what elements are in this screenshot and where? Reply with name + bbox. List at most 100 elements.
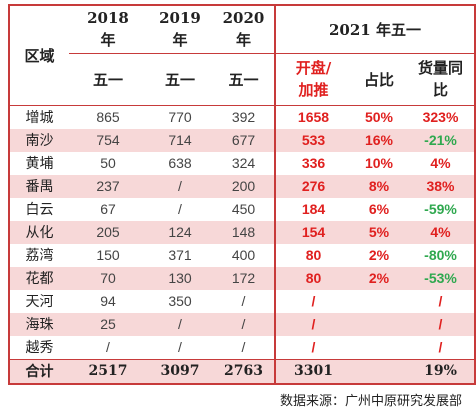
value-2020-cell: 392 — [231, 109, 256, 125]
value-2020-cell: 324 — [231, 155, 256, 171]
total-share — [351, 359, 407, 384]
yoy-cell: 4% — [430, 155, 451, 171]
value-2021-cell: 80 — [274, 243, 351, 267]
value-2018-cell: 70 — [69, 266, 147, 290]
table-body: 增城 865 770 392 1658 50% 323% 南沙 754 714 677 533 16% -… — [9, 105, 475, 359]
table-row: 海珠 25// / / — [9, 312, 475, 336]
yoy-cell: -53% — [407, 266, 475, 290]
table-row: 黄埔 50 638 324 336 10% 4% — [9, 151, 475, 175]
value-2021-cell: / — [274, 289, 351, 313]
yoy-cell: 4% — [407, 220, 475, 244]
value-2020-cell: 450 — [231, 201, 256, 217]
value-2018-cell: 205 — [69, 220, 147, 244]
share-cell — [351, 336, 407, 360]
value-2020-cell: / — [241, 293, 246, 309]
header-share: 占比 — [363, 70, 394, 89]
share-cell: 8% — [351, 174, 407, 198]
value-2019-cell: / — [147, 312, 213, 336]
value-2019-cell: / — [147, 174, 213, 198]
total-2020: 2763 — [213, 359, 275, 384]
table-row: 天河 94 350 / / / — [9, 289, 475, 313]
region-cell: 番禺 — [9, 174, 69, 198]
value-2020-cell: 172 — [213, 266, 275, 290]
header-year-2018: 2018 年 — [69, 5, 147, 54]
total-row: 合计 2517 3097 2763 3301 19% — [9, 359, 475, 384]
region-cell: 从化 — [9, 220, 69, 244]
value-2021-cell: 80 — [274, 266, 351, 290]
header-2019-holiday: 五一 — [164, 70, 195, 89]
value-2019-cell: 371 — [168, 247, 192, 263]
value-2018-cell: 25 — [69, 312, 147, 336]
value-2018-cell: 94 — [100, 293, 116, 309]
value-2018-cell: 754 — [69, 128, 147, 152]
table-row: 增城 865 770 392 1658 50% 323% — [9, 105, 475, 129]
value-2019-cell: / — [178, 201, 182, 217]
region-cell: 越秀 — [25, 340, 54, 356]
header-yoy: 货量同 比 — [407, 53, 475, 105]
value-2020-cell: 400 — [231, 247, 256, 263]
value-2019-cell: 350 — [168, 293, 192, 309]
table-row: 从化 205 124 148 154 5% 4% — [9, 220, 475, 244]
value-2021-cell: 336 — [274, 151, 351, 175]
total-2021: 3301 — [274, 359, 351, 384]
header-2018-holiday: 五一 — [92, 70, 123, 89]
year-2019-unit: 年 — [172, 31, 188, 50]
yoy-cell: -59% — [424, 201, 457, 217]
yoy-cell: / — [438, 339, 443, 355]
header-yoy-line1: 货量同 — [417, 59, 463, 77]
share-cell: 50% — [364, 109, 394, 125]
value-2019-cell: 770 — [168, 109, 192, 125]
value-2020-cell: / — [241, 339, 246, 355]
region-cell: 天河 — [25, 294, 54, 310]
value-2021-cell: 154 — [274, 220, 351, 244]
value-2019-cell: 124 — [147, 220, 213, 244]
share-cell: 16% — [351, 128, 407, 152]
total-2018: 2517 — [69, 359, 147, 384]
header-launch-line2: 加推 — [298, 81, 329, 99]
header-yoy-line2: 比 — [432, 81, 448, 99]
share-cell: 2% — [351, 266, 407, 290]
value-2018-cell: / — [106, 339, 110, 355]
year-2020-unit: 年 — [235, 31, 251, 50]
table-row: 白云 67 / 450 184 6% -59% — [9, 197, 475, 221]
header-year-2019: 2019 年 — [147, 5, 213, 54]
year-2020-label: 2020 — [222, 9, 265, 28]
table-row: 花都 70 130 172 80 2% -53% — [9, 266, 475, 290]
value-2019-cell: 714 — [147, 128, 213, 152]
region-cell: 黄埔 — [25, 156, 54, 172]
year-2018-label: 2018 — [87, 9, 129, 28]
year-2018-unit: 年 — [100, 31, 116, 50]
header-2021-group: 2021 年五一 — [274, 5, 475, 54]
share-cell: 6% — [368, 201, 390, 217]
value-2018-cell: 50 — [100, 155, 116, 171]
value-2018-cell: 150 — [96, 247, 120, 263]
share-cell: 5% — [351, 220, 407, 244]
value-2020-cell: / — [213, 312, 275, 336]
year-2019-label: 2019 — [159, 9, 201, 28]
yoy-cell: 38% — [407, 174, 475, 198]
sales-table: 区域 2018 年 2019 年 2020 年 2021 年五一 五一 五一 五… — [8, 4, 476, 385]
value-2018-cell: 865 — [96, 109, 120, 125]
table-row: 番禺 237/200 276 8% 38% — [9, 174, 475, 198]
yoy-cell: / — [407, 312, 475, 336]
yoy-cell: / — [438, 293, 443, 309]
value-2019-cell: 130 — [147, 266, 213, 290]
total-label: 合计 — [9, 359, 69, 384]
share-cell: 10% — [364, 155, 394, 171]
table-row: 南沙 754 714 677 533 16% -21% — [9, 128, 475, 152]
yoy-cell: 323% — [422, 109, 459, 125]
header-region: 区域 — [9, 5, 69, 106]
table-row: 荔湾 150 371 400 80 2% -80% — [9, 243, 475, 267]
value-2021-cell: 533 — [274, 128, 351, 152]
region-cell: 花都 — [9, 266, 69, 290]
total-2019: 3097 — [147, 359, 213, 384]
total-yoy: 19% — [407, 359, 475, 384]
value-2021-cell: 184 — [274, 197, 351, 221]
data-source-note: 数据来源：广州中原研究发展部 — [279, 394, 462, 409]
value-2020-cell: 200 — [213, 174, 275, 198]
value-2021-cell: 276 — [274, 174, 351, 198]
region-cell: 荔湾 — [25, 248, 54, 264]
yoy-cell: -80% — [424, 247, 457, 263]
region-cell: 白云 — [25, 202, 54, 218]
data-table-container: 区域 2018 年 2019 年 2020 年 2021 年五一 五一 五一 五… — [8, 4, 476, 385]
